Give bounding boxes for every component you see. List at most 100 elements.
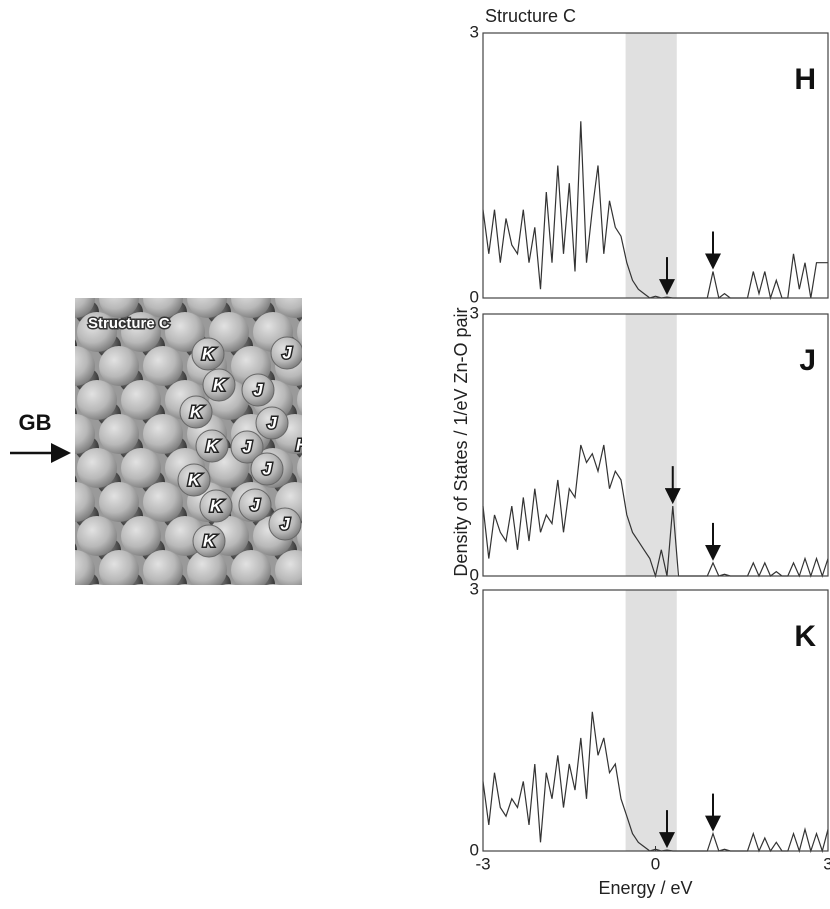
atom-dark	[53, 402, 77, 426]
atom-label: J	[267, 413, 277, 432]
atom-dark	[229, 606, 253, 630]
atom-dark	[141, 266, 165, 290]
atom-dark	[361, 470, 385, 494]
atom-light	[77, 584, 117, 624]
atom-label: J	[262, 459, 272, 478]
atom-label: K	[210, 496, 224, 515]
structure-title: Structure C	[88, 315, 170, 332]
atom-light	[33, 312, 73, 352]
atom-dark	[317, 334, 341, 358]
atom-light	[121, 244, 161, 284]
atom-light	[11, 346, 51, 386]
atom-light	[341, 584, 381, 624]
atom-light	[55, 278, 95, 318]
atom-light	[231, 278, 271, 318]
atom-dark	[361, 334, 385, 358]
atom-label: H	[296, 435, 309, 454]
atom-light	[77, 244, 117, 284]
atom-light	[231, 550, 271, 590]
atom-light	[319, 346, 359, 386]
atom-light	[165, 584, 205, 624]
atom-dark	[229, 266, 253, 290]
atom-dark	[31, 300, 55, 324]
atom-light	[11, 482, 51, 522]
atom-label: K	[190, 402, 204, 421]
atom-dark	[339, 436, 363, 460]
atom-dark	[339, 368, 363, 392]
atom-dark	[97, 266, 121, 290]
atom-light	[297, 584, 337, 624]
atom-light	[99, 346, 139, 386]
atom-light	[341, 448, 381, 488]
atom-dark	[141, 606, 165, 630]
atom-dark	[339, 300, 363, 324]
atom-label: K	[320, 399, 334, 418]
atom-dark	[361, 606, 385, 630]
atom-light	[11, 550, 51, 590]
atom-light	[33, 244, 73, 284]
atom-light	[55, 550, 95, 590]
figure: KJKKJKKJKJHJKKKJJKK Structure C GB Struc…	[0, 0, 830, 904]
atom-light	[297, 516, 337, 556]
atom-light	[121, 516, 161, 556]
atom-light	[297, 244, 337, 284]
atom-dark	[185, 606, 209, 630]
atom-light	[209, 584, 249, 624]
atom-light	[143, 278, 183, 318]
atom-light	[143, 414, 183, 454]
chart-title: Structure C	[485, 6, 576, 26]
atom-light	[165, 244, 205, 284]
atom-light	[99, 414, 139, 454]
shaded-region	[626, 314, 677, 576]
atom-light	[275, 278, 315, 318]
atom-dark	[53, 334, 77, 358]
atom-label: K	[206, 436, 220, 455]
x-tick-label: -3	[475, 854, 490, 873]
atom-dark	[31, 436, 55, 460]
atom-light	[77, 380, 117, 420]
atom-light	[33, 516, 73, 556]
atom-light	[341, 312, 381, 352]
atom-dark	[53, 606, 77, 630]
atom-label: K	[213, 375, 227, 394]
atom-light	[187, 278, 227, 318]
y-axis-label: Density of States / 1/eV Zn-O pair	[451, 307, 471, 576]
atom-light	[77, 448, 117, 488]
atom-dark	[317, 266, 341, 290]
atom-label: K	[202, 344, 216, 363]
atom-label: K	[203, 531, 217, 550]
atom-dark	[273, 266, 297, 290]
x-axis-label: Energy / eV	[598, 878, 692, 898]
atom-light	[297, 312, 337, 352]
atom-dark	[185, 266, 209, 290]
atom-light	[55, 482, 95, 522]
atom-label: K	[310, 507, 324, 526]
atom-light	[297, 448, 337, 488]
atom-label: J	[242, 437, 252, 456]
shaded-region	[626, 33, 677, 298]
gb-label: GB	[19, 410, 52, 435]
atom-light	[319, 278, 359, 318]
atom-dark	[53, 266, 77, 290]
atom-dark	[361, 538, 385, 562]
panel-label: J	[799, 344, 816, 377]
atom-light	[341, 380, 381, 420]
panel-label: K	[794, 620, 816, 653]
atom-label: J	[282, 343, 292, 362]
atom-dark	[53, 470, 77, 494]
atom-light	[143, 482, 183, 522]
atom-light	[341, 516, 381, 556]
y-tick-label: 3	[470, 303, 479, 322]
atom-dark	[361, 402, 385, 426]
x-tick-label: 0	[651, 854, 660, 873]
atom-light	[55, 346, 95, 386]
atom-light	[99, 550, 139, 590]
atom-light	[319, 482, 359, 522]
atom-label: K	[188, 470, 202, 489]
atom-light	[99, 278, 139, 318]
atom-dark	[361, 266, 385, 290]
atom-light	[143, 346, 183, 386]
y-tick-label: 3	[470, 22, 479, 41]
x-tick-label: 3	[823, 854, 830, 873]
